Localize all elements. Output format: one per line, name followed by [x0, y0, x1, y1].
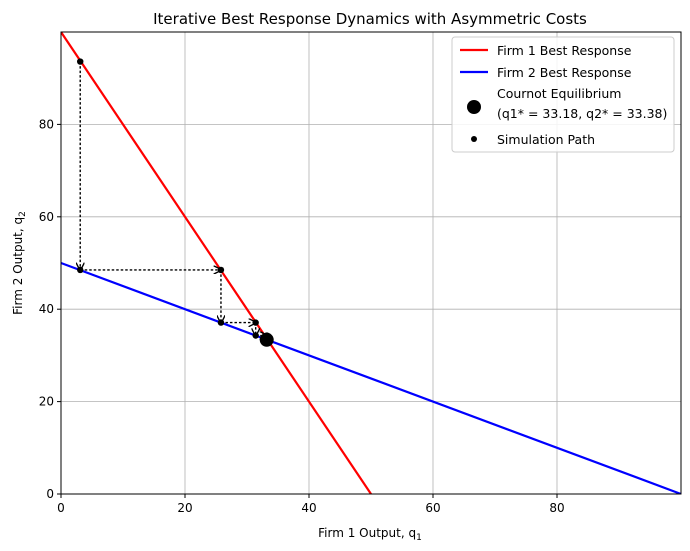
y-tick-label: 80	[39, 117, 54, 131]
x-tick-label: 20	[177, 501, 192, 515]
legend-label-equilibrium: Cournot Equilibrium	[497, 86, 621, 101]
best-response-line-0	[61, 32, 372, 494]
legend-label-path: Simulation Path	[497, 132, 595, 147]
y-tick-label: 40	[39, 302, 54, 316]
simulation-path-point	[217, 319, 225, 326]
x-tick-label: 40	[301, 501, 316, 515]
legend: Firm 1 Best Response Firm 2 Best Respons…	[451, 36, 675, 153]
x-tick-label: 0	[57, 501, 65, 515]
simulation-path-point	[217, 266, 225, 274]
y-tick-label: 20	[39, 395, 54, 409]
y-tick-label: 0	[46, 487, 54, 501]
x-axis-label: Firm 1 Output, q1	[318, 526, 422, 543]
cournot-equilibrium-point	[259, 332, 274, 347]
legend-box	[451, 36, 675, 153]
plot-frame	[60, 31, 682, 495]
plot-series	[61, 32, 681, 494]
simulation-path-point	[252, 319, 259, 326]
legend-swatch-path	[471, 136, 477, 142]
legend-label-equilibrium-values: (q1* = 33.18, q2* = 33.38)	[497, 106, 667, 121]
chart-title: Iterative Best Response Dynamics with As…	[153, 10, 587, 28]
best-response-line-1	[61, 261, 681, 494]
y-axis-label: Firm 2 Output, q2	[11, 211, 28, 315]
legend-label-firm2: Firm 2 Best Response	[497, 65, 632, 80]
simulation-path-point	[252, 332, 259, 339]
legend-swatch-equilibrium	[467, 100, 481, 114]
axis-ticks: 0 20 40 60 80 0 20 40 60 80	[39, 117, 565, 515]
simulation-path-point	[77, 266, 84, 274]
x-tick-label: 80	[549, 501, 564, 515]
legend-label-firm1: Firm 1 Best Response	[497, 43, 632, 58]
x-tick-label: 60	[425, 501, 440, 515]
y-tick-label: 60	[39, 210, 54, 224]
simulation-path-point	[77, 58, 84, 65]
